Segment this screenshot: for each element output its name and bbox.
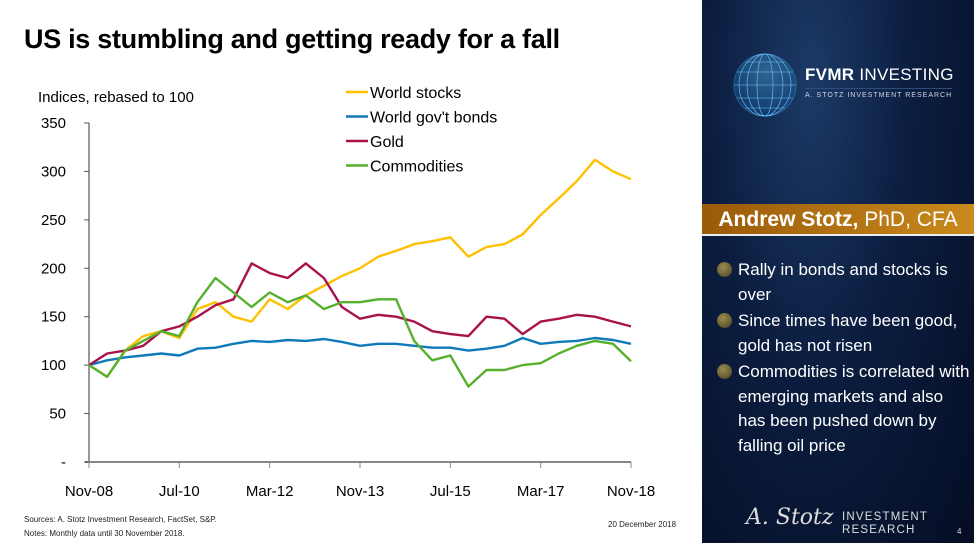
- bullet-item: Rally in bonds and stocks is over: [716, 258, 974, 307]
- investment-research-logo: INVESTMENT RESEARCH: [842, 511, 929, 536]
- signature-logo: A. Stotz: [746, 505, 834, 530]
- x-tick-label: Mar-17: [517, 483, 565, 500]
- x-tick-label: Jul-15: [430, 483, 471, 500]
- author-banner: Andrew Stotz, PhD, CFA: [702, 204, 974, 236]
- bullet-globe-icon: [717, 262, 732, 277]
- x-tick-label: Jul-10: [159, 483, 200, 500]
- brand-subtitle: A. STOTZ INVESTMENT RESEARCH: [805, 88, 953, 99]
- brand-name: FVMR INVESTING: [805, 65, 954, 84]
- x-tick-label: Nov-08: [65, 483, 113, 500]
- bullet-list: Rally in bonds and stocks is over Since …: [716, 258, 974, 460]
- y-tick-label: 100: [41, 357, 66, 374]
- legend-label: Commodities: [370, 159, 463, 176]
- y-axis-label: Indices, rebased to 100: [38, 89, 194, 106]
- y-tick-label: 150: [41, 309, 66, 326]
- notes-text: Notes: Monthly data until 30 November 20…: [24, 529, 185, 538]
- bullet-item: Since times have been good, gold has not…: [716, 309, 974, 358]
- series-line-world-stocks: [88, 158, 632, 378]
- series-line-gold: [88, 262, 632, 367]
- y-tick-label: 350: [41, 115, 66, 132]
- legend-label: World stocks: [370, 85, 461, 102]
- slide-date: 20 December 2018: [608, 520, 677, 529]
- page-number: 4: [957, 527, 962, 536]
- series-line-world-gov-t-bonds: [88, 336, 632, 367]
- y-tick-label: 200: [41, 260, 66, 277]
- line-chart: Indices, rebased to 100 - 50 100 150 200 250 30…: [38, 85, 655, 500]
- y-tick-label: -: [61, 454, 66, 471]
- x-tick-label: Nov-18: [607, 483, 655, 500]
- globe-logo-icon: [733, 53, 797, 117]
- x-tick-label: Mar-12: [246, 483, 294, 500]
- y-tick-label: 50: [49, 406, 66, 423]
- side-panel: FVMR INVESTING A. STOTZ INVESTMENT RESEA…: [702, 0, 974, 543]
- slide-title: US is stumbling and getting ready for a …: [24, 24, 560, 54]
- bullet-item: Commodities is correlated with emerging …: [716, 360, 974, 458]
- legend-label: World gov't bonds: [370, 110, 497, 127]
- bullet-globe-icon: [717, 313, 732, 328]
- legend-label: Gold: [370, 134, 404, 151]
- sources-text: Sources: A. Stotz Investment Research, F…: [24, 515, 217, 524]
- sources-note: Sources: A. Stotz Investment Research, F…: [24, 513, 217, 541]
- x-tick-label: Nov-13: [336, 483, 384, 500]
- bullet-globe-icon: [717, 364, 732, 379]
- y-tick-label: 300: [41, 163, 66, 180]
- y-tick-label: 250: [41, 212, 66, 229]
- series-line-commodities: [88, 276, 632, 388]
